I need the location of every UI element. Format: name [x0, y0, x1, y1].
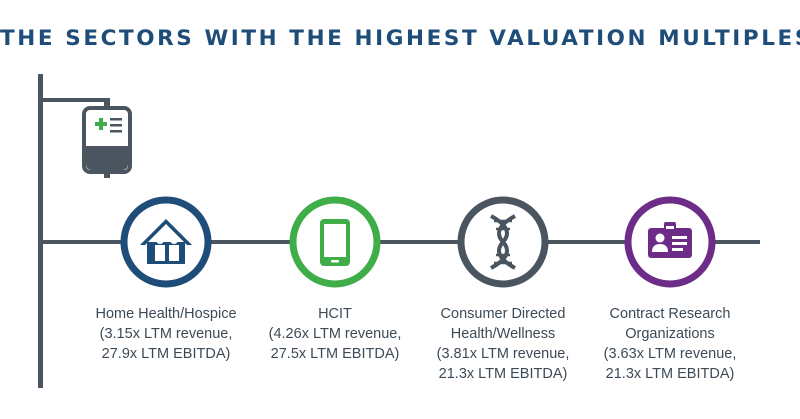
sector-label-line: Home Health/Hospice [95, 306, 237, 322]
sector-label-line: 27.9x LTM EBITDA) [101, 346, 231, 362]
dna-icon [490, 214, 516, 270]
sector-label-line: Health/Wellness [450, 326, 556, 342]
sector-label-contract-research: Contract Research Organizations (3.63x L… [580, 304, 760, 384]
home-family-icon [140, 219, 192, 264]
sector-circle-home-health [120, 196, 212, 288]
sector-label-line: 27.5x LTM EBITDA) [270, 346, 400, 362]
page-title: THE SECTORS WITH THE HIGHEST VALUATION M… [0, 26, 800, 51]
sector-label-line: (4.26x LTM revenue, [268, 326, 402, 342]
sector-circle-consumer-health [457, 196, 549, 288]
sector-label-line: HCIT [318, 306, 352, 322]
sector-label-line: Consumer Directed [440, 306, 566, 322]
iv-pole [38, 74, 43, 388]
timeline-line [43, 240, 760, 244]
sector-circle-contract-research [624, 196, 716, 288]
sector-label-home-health: Home Health/Hospice (3.15x LTM revenue, … [76, 304, 256, 364]
sector-label-hcit: HCIT (4.26x LTM revenue, 27.5x LTM EBITD… [245, 304, 425, 364]
sector-label-line: (3.63x LTM revenue, [603, 346, 737, 362]
sector-label-line: 21.3x LTM EBITDA) [605, 366, 735, 382]
sector-circle-hcit [289, 196, 381, 288]
sector-label-line: Organizations [625, 326, 715, 342]
sector-label-line: (3.81x LTM revenue, [436, 346, 570, 362]
sector-label-consumer-health: Consumer Directed Health/Wellness (3.81x… [413, 304, 593, 384]
id-badge-icon [648, 222, 692, 258]
iv-bag-icon [82, 98, 132, 178]
sector-label-line: 21.3x LTM EBITDA) [438, 366, 568, 382]
sector-label-line: Contract Research [609, 306, 731, 322]
sector-label-line: (3.15x LTM revenue, [99, 326, 233, 342]
iv-pole-arm [38, 98, 110, 102]
tablet-icon [320, 219, 350, 266]
